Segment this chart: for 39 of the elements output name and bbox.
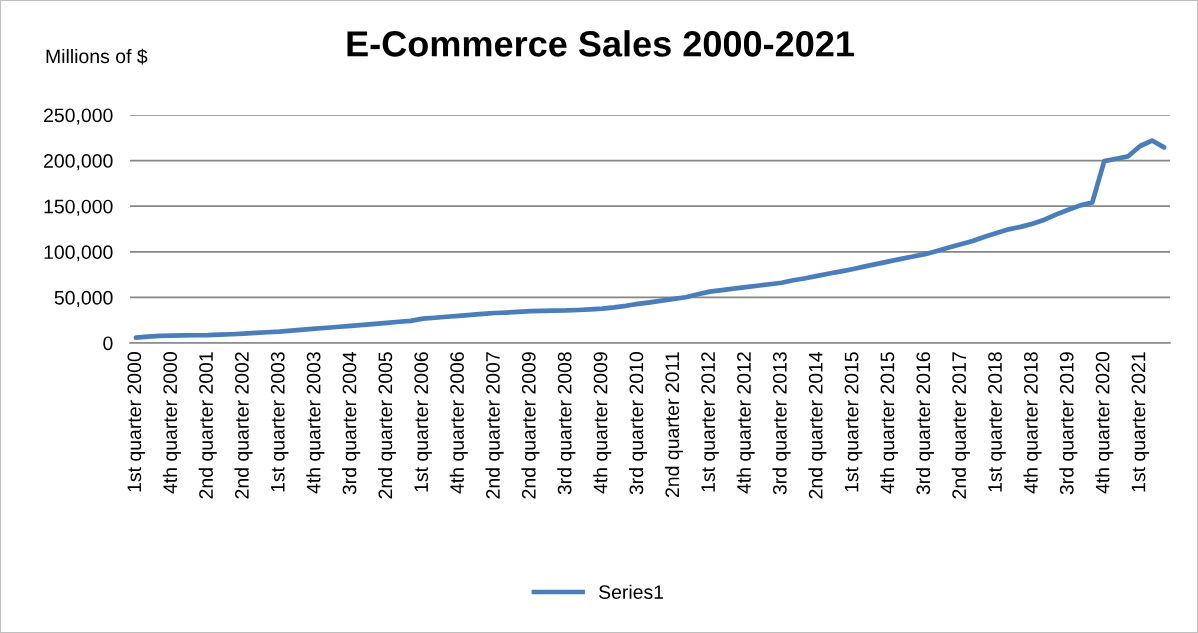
y-tick-label: 100,000 — [44, 245, 113, 262]
x-tick-label: 1st quarter 2003 — [270, 352, 289, 492]
x-tick-label: 3rd quarter 2013 — [772, 352, 791, 495]
x-tick-label: 4th quarter 2020 — [1095, 352, 1114, 494]
x-tick-label: 1st quarter 2000 — [127, 352, 146, 492]
x-tick-label: 4th quarter 2006 — [449, 352, 468, 494]
x-tick-label: 3rd quarter 2004 — [342, 351, 361, 495]
y-tick-label: 150,000 — [44, 199, 113, 216]
x-tick-label: 2nd quarter 2007 — [485, 352, 504, 499]
x-tick-label: 4th quarter 2015 — [880, 352, 899, 494]
y-tick-label: 200,000 — [44, 154, 113, 171]
x-tick-label: 2nd quarter 2001 — [198, 352, 217, 499]
x-tick-label: 1st quarter 2012 — [701, 352, 719, 492]
y-tick-label: 0 — [103, 336, 113, 351]
chart-title: E-Commerce Sales 2000-2021 — [347, 30, 854, 57]
legend-label: Series1 — [599, 584, 664, 599]
x-tick-label: 2nd quarter 2009 — [521, 352, 540, 499]
x-tick-label: 2nd quarter 2005 — [377, 352, 397, 499]
y-tick-label: 50,000 — [54, 290, 113, 307]
x-tick-label: 1st quarter 2018 — [988, 352, 1006, 492]
x-tick-label: 2nd quarter 2014 — [808, 351, 827, 499]
x-tick-label: 4th quarter 2000 — [162, 352, 181, 494]
x-tick-label: 3rd quarter 2019 — [1059, 352, 1078, 495]
x-tick-label: 4th quarter 2012 — [736, 352, 755, 494]
x-tick-label: 3rd quarter 2008 — [557, 352, 576, 495]
x-tick-label: 1st quarter 2015 — [844, 352, 863, 492]
x-tick-label: 3rd quarter 2010 — [628, 352, 648, 495]
y-tick-label: 250,000 — [44, 108, 113, 125]
x-tick-label: 4th quarter 2003 — [306, 352, 325, 494]
x-tick-label: 2nd quarter 2017 — [951, 352, 970, 499]
x-tick-label: 1st quarter 2021 — [1131, 352, 1150, 492]
line-series — [133, 138, 1167, 341]
y-axis-title: Millions of $ — [46, 48, 148, 65]
x-tick-label: 4th quarter 2009 — [593, 352, 612, 494]
x-tick-label: 4th quarter 2018 — [1023, 352, 1042, 494]
x-tick-label: 2nd quarter 2011 — [664, 352, 683, 498]
x-tick-label: 1st quarter 2006 — [414, 352, 432, 492]
x-tick-label: 3rd quarter 2016 — [915, 352, 935, 495]
x-tick-label: 2nd quarter 2002 — [234, 352, 253, 499]
